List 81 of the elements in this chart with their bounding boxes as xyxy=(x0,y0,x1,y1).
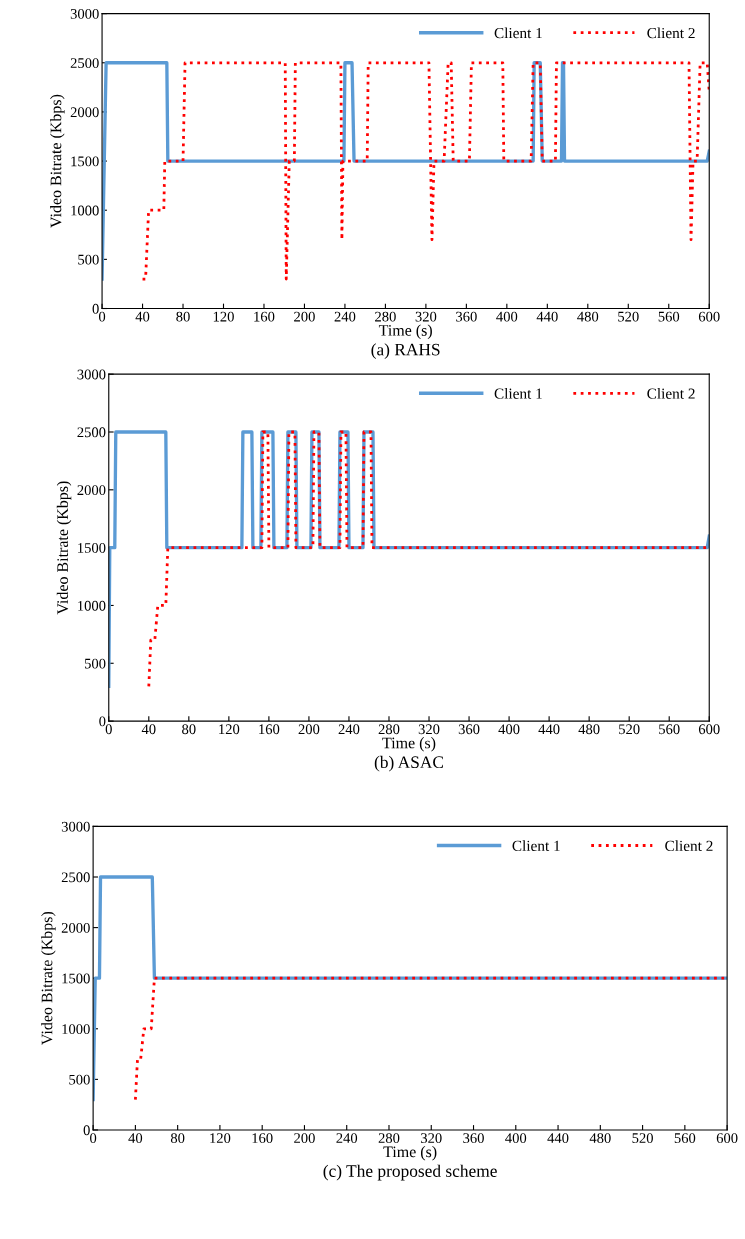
x-tick-label: 480 xyxy=(578,724,600,735)
x-tick-label: 560 xyxy=(658,311,680,322)
x-tick-label: 400 xyxy=(505,1133,527,1144)
y-axis-title: Video Bitrate (Kbps) xyxy=(41,911,56,1045)
legend-label: Client 2 xyxy=(647,388,695,399)
x-tick-label: 240 xyxy=(336,1133,358,1144)
x-tick-label: 40 xyxy=(128,1133,143,1144)
y-tick-label: 3000 xyxy=(77,369,106,380)
y-tick-label: 1000 xyxy=(71,205,99,216)
y-tick-label: 0 xyxy=(83,1125,90,1136)
x-axis-title: Time (s) xyxy=(383,1145,437,1161)
x-tick-label: 520 xyxy=(632,1133,653,1144)
x-tick-label: 280 xyxy=(375,311,396,322)
x-tick-label: 40 xyxy=(135,311,150,322)
x-tick-label: 40 xyxy=(141,724,156,735)
x-tick-label: 440 xyxy=(538,724,560,735)
y-tick-label: 1000 xyxy=(62,1024,90,1034)
x-tick-label: 320 xyxy=(418,724,440,735)
y-tick-label: 500 xyxy=(69,1074,90,1085)
legend-label: Client 2 xyxy=(665,840,713,852)
x-tick-label: 520 xyxy=(618,311,639,322)
x-tick-label: 80 xyxy=(182,724,196,735)
x-tick-label: 80 xyxy=(170,1133,185,1144)
text: (b) ASAC xyxy=(374,755,444,772)
x-tick-label: 520 xyxy=(619,724,640,735)
y-tick-label: 500 xyxy=(78,254,99,265)
x-tick-label: 320 xyxy=(421,1133,442,1144)
x-tick-label: 480 xyxy=(589,1133,611,1144)
y-tick-label: 2000 xyxy=(61,922,90,933)
x-tick-label: 600 xyxy=(698,724,720,735)
x-tick-label: 600 xyxy=(698,311,720,322)
y-tick-label: 500 xyxy=(84,658,106,669)
x-tick-label: 120 xyxy=(210,1133,231,1144)
y-tick-label: 1500 xyxy=(78,543,106,553)
y-axis-title: Video Bitrate (Kbps) xyxy=(56,481,72,615)
y-tick-label: 3000 xyxy=(70,8,99,19)
x-tick-label: 360 xyxy=(456,311,477,322)
x-tick-label: 400 xyxy=(498,724,520,735)
legend-label: Client 1 xyxy=(512,840,560,852)
x-tick-label: 440 xyxy=(547,1133,569,1144)
x-axis-title: Time (s) xyxy=(382,737,436,752)
y-axis-title: Video Bitrate (Kbps) xyxy=(50,94,65,228)
y-tick-label: 0 xyxy=(92,303,99,314)
x-tick-label: 240 xyxy=(334,311,356,322)
legend-label: Client 2 xyxy=(647,27,695,39)
x-tick-label: 160 xyxy=(252,1133,273,1144)
y-tick-label: 1500 xyxy=(62,973,90,984)
x-tick-label: 360 xyxy=(458,724,480,735)
x-tick-label: 560 xyxy=(659,724,680,735)
legend-label: Client 1 xyxy=(494,388,542,399)
x-tick-label: 160 xyxy=(254,311,275,322)
x-tick-label: 200 xyxy=(294,311,315,322)
x-tick-label: 200 xyxy=(298,724,320,735)
x-tick-label: 280 xyxy=(378,1133,400,1144)
y-tick-label: 1500 xyxy=(71,156,99,167)
x-tick-label: 400 xyxy=(496,311,518,322)
x-tick-label: 560 xyxy=(674,1133,696,1144)
x-axis-title: Time (s) xyxy=(378,324,432,339)
text: (c) The proposed scheme xyxy=(323,1164,497,1181)
x-tick-label: 160 xyxy=(259,724,280,735)
x-tick-label: 360 xyxy=(463,1133,484,1144)
y-tick-label: 2000 xyxy=(77,485,106,496)
text: (a) RAHS xyxy=(371,343,440,359)
x-tick-label: 600 xyxy=(716,1133,738,1144)
x-tick-label: 80 xyxy=(176,311,190,322)
y-tick-label: 2500 xyxy=(61,872,90,883)
x-tick-label: 120 xyxy=(213,311,234,322)
x-tick-label: 240 xyxy=(338,724,360,735)
x-tick-label: 200 xyxy=(294,1133,315,1144)
x-tick-label: 440 xyxy=(536,311,558,322)
y-tick-label: 1000 xyxy=(78,600,106,611)
legend-label: Client 1 xyxy=(494,27,542,39)
y-tick-label: 2500 xyxy=(70,58,99,68)
y-tick-label: 0 xyxy=(99,716,106,727)
y-tick-label: 2500 xyxy=(77,427,106,438)
x-tick-label: 120 xyxy=(219,724,240,735)
x-tick-label: 280 xyxy=(378,724,400,735)
y-tick-label: 2000 xyxy=(70,107,99,118)
x-tick-label: 480 xyxy=(577,311,599,322)
y-tick-label: 3000 xyxy=(61,821,90,832)
x-tick-label: 320 xyxy=(415,311,437,322)
